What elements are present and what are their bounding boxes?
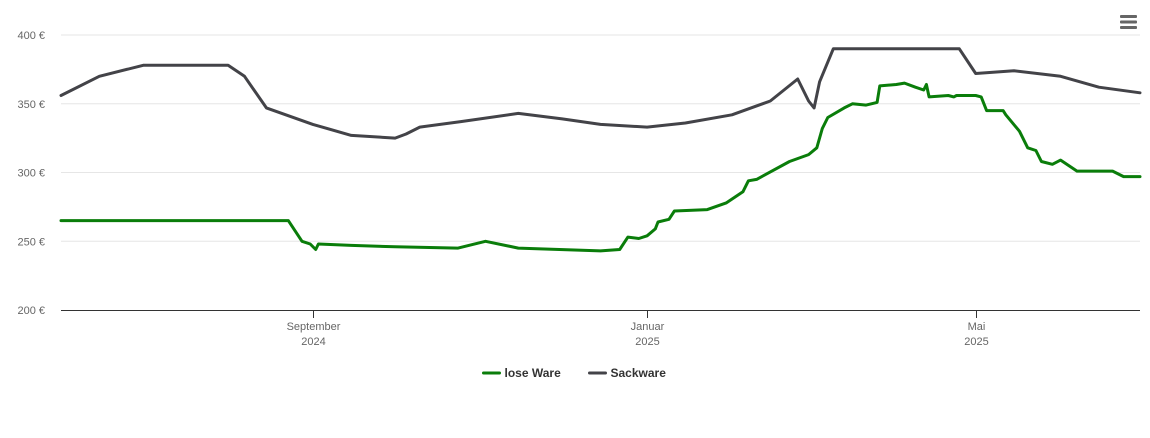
series-line-lose-ware xyxy=(59,81,1142,253)
x-axis: September 2024 Januar 2025 Mai 2025 xyxy=(61,310,1140,348)
y-tick-label: 300 € xyxy=(17,168,45,180)
legend-label-lose-ware: lose Ware xyxy=(505,366,562,380)
x-tick-year: 2025 xyxy=(635,336,659,348)
legend-label-sackware: Sackware xyxy=(611,366,667,380)
x-tick-label: Januar xyxy=(631,321,665,333)
y-tick-label: 250 € xyxy=(17,236,45,248)
x-tick-label: September xyxy=(287,321,341,333)
grid-lines xyxy=(61,34,1140,242)
x-tick-label: Mai xyxy=(968,321,986,333)
series-line-sackware xyxy=(59,47,1142,140)
chart-menu-button[interactable] xyxy=(1116,10,1142,34)
y-tick-label: 350 € xyxy=(17,99,45,111)
x-tick-year: 2024 xyxy=(301,336,325,348)
series-lines xyxy=(59,47,1142,253)
y-tick-label: 400 € xyxy=(17,30,45,42)
hamburger-menu-icon[interactable] xyxy=(1116,10,1142,34)
legend: lose Ware Sackware xyxy=(482,366,667,380)
y-axis: 200 € 250 € 300 € 350 € 400 € xyxy=(17,30,45,317)
x-tick-year: 2025 xyxy=(964,336,988,348)
y-tick-label: 200 € xyxy=(17,305,45,317)
